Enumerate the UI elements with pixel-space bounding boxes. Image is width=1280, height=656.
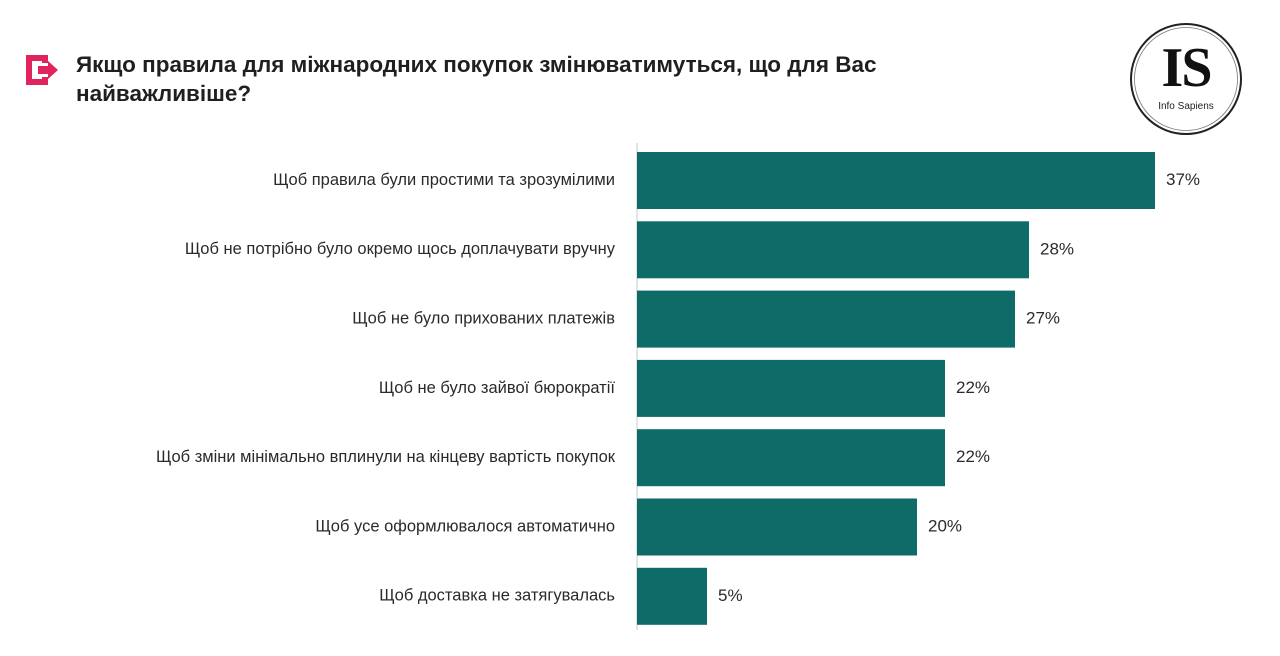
value-label-5: 22%: [956, 447, 990, 466]
category-label-3: Щоб не було прихованих платежів: [352, 309, 615, 327]
value-label-2: 28%: [1040, 239, 1074, 258]
category-label-6: Щоб усе оформлювалося автоматично: [315, 517, 615, 535]
value-label-4: 22%: [956, 378, 990, 397]
category-label-1: Щоб правила були простими та зрозумілими: [273, 171, 615, 189]
logo-ring: [1130, 23, 1242, 135]
logo-subtitle: Info Sapiens: [1158, 101, 1214, 112]
chart-title: Якщо правила для міжнародних покупок змі…: [76, 52, 877, 106]
category-label-2: Щоб не потрібно було окремо щось доплачу…: [185, 240, 616, 258]
logo-letters: IS: [1161, 37, 1213, 99]
info-sapiens-logo: IS Info Sapiens: [1126, 20, 1246, 138]
bar-3: [637, 290, 1015, 348]
category-label-5: Щоб зміни мінімально вплинули на кінцеву…: [156, 448, 616, 466]
value-label-1: 37%: [1166, 170, 1200, 189]
value-label-3: 27%: [1026, 309, 1060, 328]
category-label-4: Щоб не було зайвої бюрократії: [379, 379, 616, 397]
value-label-7: 5%: [718, 586, 743, 605]
bar-5: [637, 429, 945, 487]
bar-6: [637, 498, 917, 556]
value-label-6: 20%: [928, 516, 962, 535]
category-label-7: Щоб доставка не затягувалась: [379, 587, 615, 605]
bar-4: [637, 359, 945, 417]
arrow-square-icon: [26, 55, 58, 85]
bar-7: [637, 567, 707, 625]
bar-1: [637, 152, 1155, 209]
bar-2: [637, 221, 1029, 279]
